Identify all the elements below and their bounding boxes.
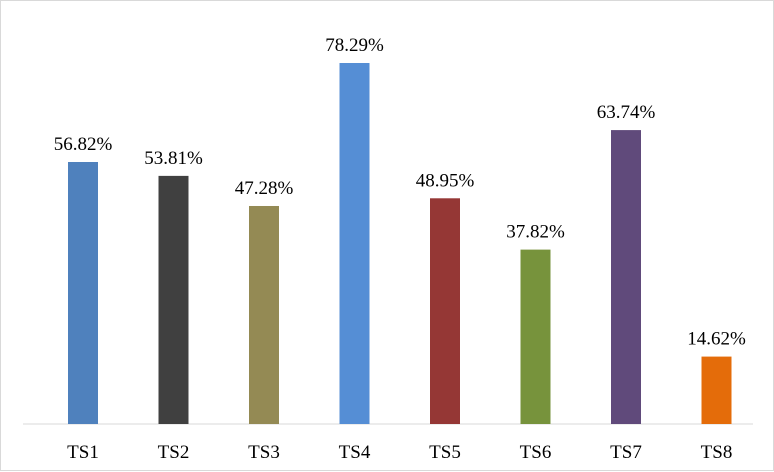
x-tick-label-ts3: TS3 [248, 442, 280, 463]
data-label-ts5: 48.95% [416, 170, 475, 191]
bar-ts1 [68, 161, 98, 424]
x-tick-label-ts7: TS7 [610, 442, 642, 463]
x-tick-label-ts5: TS5 [429, 442, 461, 463]
bar-ts5 [430, 198, 460, 424]
data-labels-group: 56.82% 53.81% 47.28% 78.29% 48.95% 37.82% 63.7… [54, 35, 746, 350]
data-label-ts8: 14.62% [687, 329, 746, 350]
bar-ts3 [249, 205, 279, 424]
bar-ts2 [158, 175, 189, 424]
x-tick-labels-group: TS1 TS2 TS3 TS4 TS5 TS6 TS7 TS8 [67, 442, 732, 463]
data-label-ts1: 56.82% [54, 134, 113, 155]
x-tick-label-ts4: TS4 [339, 442, 371, 463]
data-label-ts6: 37.82% [506, 222, 565, 243]
bar-ts4 [339, 63, 370, 424]
data-label-ts4: 78.29% [325, 35, 384, 56]
data-label-ts3: 47.28% [235, 178, 294, 199]
data-label-ts2: 53.81% [144, 148, 203, 169]
x-tick-label-ts2: TS2 [158, 442, 190, 463]
x-tick-label-ts1: TS1 [67, 442, 99, 463]
x-tick-label-ts6: TS6 [520, 442, 552, 463]
bar-ts6 [520, 249, 551, 424]
data-label-ts7: 63.74% [597, 102, 656, 123]
bar-ts8 [701, 356, 732, 424]
bar-ts7 [611, 130, 641, 424]
x-tick-label-ts8: TS8 [701, 442, 733, 463]
bars-group [68, 63, 732, 424]
